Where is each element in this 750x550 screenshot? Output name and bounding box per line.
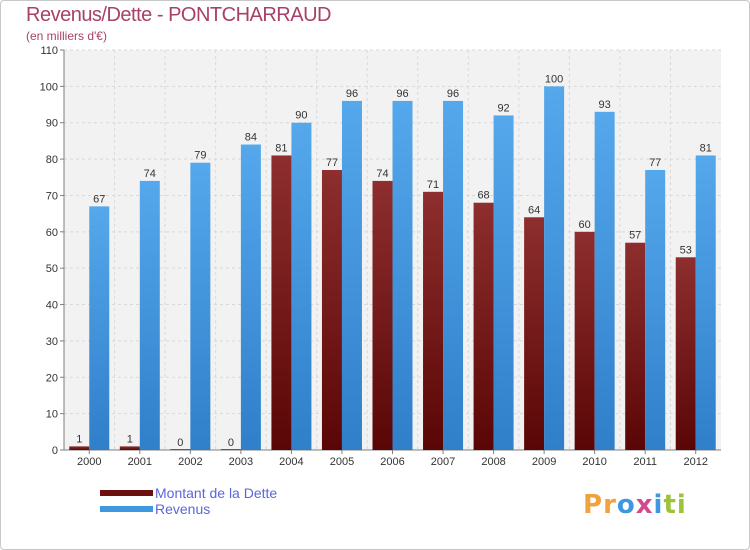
legend-label-debt: Montant de la Dette (155, 485, 278, 501)
bar-revenus (341, 100, 362, 450)
bar-revenus (392, 100, 413, 450)
bar-debt (372, 180, 393, 450)
logo-letter: P (583, 490, 604, 520)
data-label-debt: 0 (177, 437, 183, 449)
logo-letter: i (653, 490, 664, 520)
logo-letter: x (635, 490, 654, 520)
data-label-revenus: 84 (245, 132, 257, 144)
labels-layer: 1 67 1 74 0 79 0 84 81 90 77 96 74 96 71 96 68 92 64 100 60 9… (76, 73, 712, 449)
x-tick-label: 2006 (380, 456, 404, 468)
data-label-revenus: 100 (545, 73, 563, 85)
chart-subtitle: (en milliers d'€) (26, 29, 107, 43)
data-label-revenus: 67 (93, 193, 105, 205)
y-tick-label: 100 (40, 81, 58, 93)
bar-debt (321, 170, 342, 450)
y-tick-label: 110 (40, 45, 58, 57)
y-tick-label: 20 (46, 372, 58, 384)
legend-label-revenus: Revenus (155, 501, 211, 517)
data-label-debt: 1 (76, 433, 82, 445)
bar-debt (524, 217, 545, 450)
data-label-debt: 53 (680, 244, 692, 256)
bar-debt (473, 202, 494, 450)
data-label-revenus: 93 (599, 99, 611, 111)
bar-debt (271, 155, 292, 451)
bar-revenus (544, 86, 565, 450)
bar-revenus (291, 122, 312, 451)
data-label-revenus: 96 (346, 88, 358, 100)
x-tick-label: 2011 (633, 456, 657, 468)
x-tick-label: 2010 (582, 456, 606, 468)
chart-title: Revenus/Dette - PONTCHARRAUD (26, 4, 331, 26)
x-tick-label: 2009 (532, 456, 556, 468)
data-label-revenus: 77 (649, 157, 661, 169)
x-tick-label: 2007 (431, 456, 455, 468)
data-label-debt: 81 (275, 142, 287, 154)
y-tick-label: 80 (46, 154, 58, 166)
data-label-revenus: 90 (295, 110, 307, 122)
bar-revenus (695, 155, 716, 451)
y-tick-label: 50 (46, 263, 58, 275)
data-label-revenus: 92 (497, 102, 509, 114)
data-label-revenus: 74 (144, 168, 156, 180)
logo-letter: r (603, 490, 617, 520)
data-label-revenus: 96 (396, 88, 408, 100)
bar-debt (574, 231, 595, 450)
data-label-debt: 68 (477, 190, 489, 202)
bar-debt (675, 257, 696, 450)
data-label-debt: 77 (326, 157, 338, 169)
x-tick-label: 2005 (330, 456, 354, 468)
logo-letter: i (676, 490, 687, 520)
y-tick-label: 60 (46, 227, 58, 239)
x-tick-label: 2002 (178, 456, 202, 468)
data-label-debt: 71 (427, 179, 439, 191)
legend-swatch-debt (100, 490, 153, 496)
y-tick-label: 40 (46, 300, 58, 312)
bar-revenus (89, 206, 110, 450)
bar-debt (69, 446, 90, 450)
x-tick-label: 2001 (128, 456, 152, 468)
bar-revenus (139, 180, 160, 450)
logo-letter: t (663, 490, 677, 520)
legend-swatch-revenus (100, 506, 153, 512)
bar-debt (220, 449, 241, 450)
data-label-revenus: 81 (700, 142, 712, 154)
data-label-debt: 74 (376, 168, 388, 180)
proxiti-logo: Proxiti (583, 490, 687, 520)
bar-revenus (443, 100, 464, 450)
bar-debt (625, 242, 646, 450)
data-label-debt: 60 (579, 219, 591, 231)
bar-debt (119, 446, 140, 450)
x-tick-label: 2000 (77, 456, 101, 468)
y-tick-label: 0 (52, 445, 58, 457)
logo-letter: o (616, 490, 636, 520)
bar-revenus (240, 144, 261, 450)
bar-revenus (190, 162, 211, 450)
bars-layer (69, 86, 716, 451)
bar-debt (423, 191, 444, 450)
x-tick-label: 2008 (481, 456, 505, 468)
data-label-revenus: 96 (447, 88, 459, 100)
data-label-debt: 57 (629, 230, 641, 242)
bar-revenus (493, 115, 514, 451)
x-tick-label: 2012 (683, 456, 707, 468)
bar-revenus (594, 111, 615, 451)
data-label-debt: 1 (127, 433, 133, 445)
x-tick-label: 2003 (229, 456, 253, 468)
y-tick-label: 70 (46, 190, 58, 202)
x-tick-label: 2004 (279, 456, 303, 468)
data-label-debt: 0 (228, 437, 234, 449)
data-label-debt: 64 (528, 204, 540, 216)
data-label-revenus: 79 (194, 150, 206, 162)
y-tick-label: 90 (46, 118, 58, 130)
y-tick-label: 30 (46, 336, 58, 348)
bar-debt (170, 449, 191, 450)
bar-revenus (645, 170, 666, 450)
y-tick-label: 10 (46, 409, 58, 421)
